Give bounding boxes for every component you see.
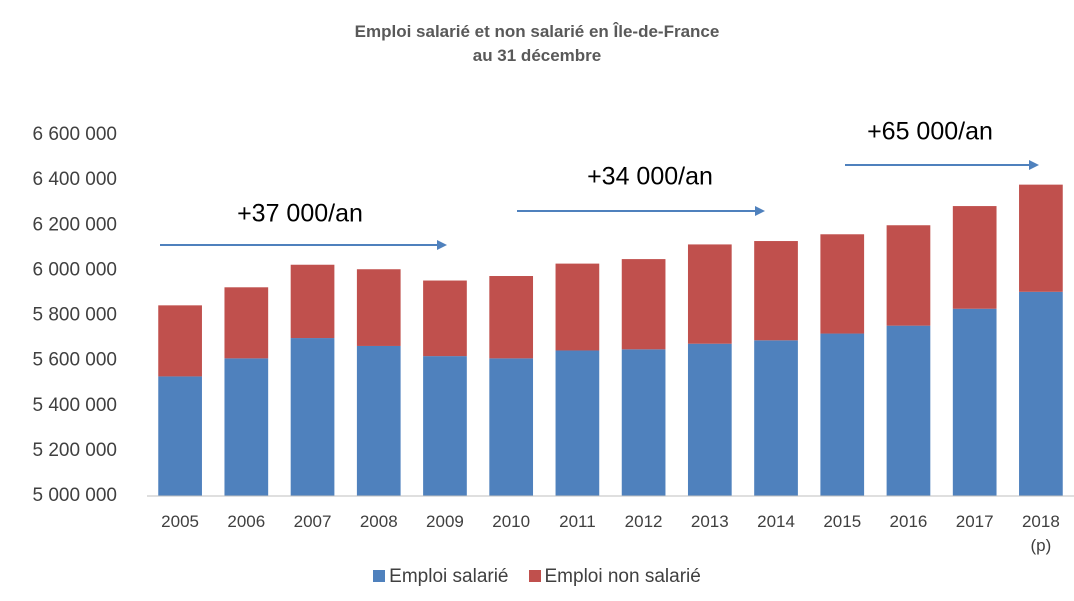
- x-tick-label: 2009: [426, 512, 464, 531]
- legend: Emploi salarié Emploi non salarié: [0, 566, 1074, 588]
- legend-label: Emploi salarié: [389, 566, 509, 587]
- x-tick-label: 2012: [624, 512, 663, 531]
- annotation: +65 000/an: [867, 118, 993, 146]
- y-tick-label: 5 200 000: [32, 440, 117, 461]
- y-tick-label: 6 200 000: [32, 214, 117, 235]
- bar-segment: [754, 241, 798, 341]
- x-tick-label: 2007: [293, 512, 332, 531]
- bar-segment: [290, 338, 335, 496]
- bar-segment: [489, 276, 534, 359]
- legend-swatch: [373, 570, 386, 582]
- bar-segment: [158, 376, 202, 496]
- y-tick-label: 5 400 000: [32, 395, 117, 416]
- bar-segment: [820, 234, 865, 334]
- bar-segment: [687, 343, 732, 496]
- legend-item: Emploi salarié: [373, 566, 509, 587]
- bar-segment: [754, 340, 798, 496]
- y-tick-label: 6 000 000: [32, 259, 117, 280]
- y-tick-label: 5 000 000: [32, 485, 117, 506]
- bar-segment: [489, 358, 534, 496]
- legend-swatch: [528, 570, 541, 582]
- x-tick-label: 2011: [559, 512, 596, 531]
- bar-segment: [555, 350, 600, 496]
- bar-segment: [224, 358, 269, 496]
- bar-segment: [886, 325, 931, 496]
- bar-segment: [621, 349, 666, 496]
- bar-segment: [820, 333, 865, 496]
- legend-item: Emploi non salarié: [528, 566, 701, 587]
- bar-segment: [356, 345, 401, 496]
- bar-segment: [952, 308, 997, 496]
- bar-segment: [290, 264, 335, 339]
- bar-segment: [886, 225, 931, 326]
- bar-segment: [1019, 291, 1063, 496]
- y-tick-label: 5 600 000: [32, 350, 117, 371]
- y-tick-label: 5 800 000: [32, 305, 117, 326]
- bar-segment: [224, 287, 269, 359]
- bar-segment: [423, 280, 467, 357]
- x-tick-label: 2013: [690, 512, 729, 531]
- x-tick-label: 2014: [757, 512, 795, 531]
- bar-segment: [687, 244, 732, 344]
- bar-segment: [1019, 184, 1063, 292]
- bar-segment: [356, 269, 401, 346]
- x-tick-label: 2010: [492, 512, 531, 531]
- bar-segment: [621, 259, 666, 350]
- x-tick-label: 2005: [161, 512, 199, 531]
- y-tick-label: 6 600 000: [32, 124, 117, 145]
- x-tick-label: 2008: [359, 512, 398, 531]
- x-tick-label: 2006: [227, 512, 266, 531]
- annotation: +34 000/an: [587, 163, 713, 191]
- x-tick-label: 2016: [889, 512, 928, 531]
- legend-label: Emploi non salarié: [544, 566, 701, 587]
- bar-segment: [158, 305, 202, 377]
- bar-segment: [423, 356, 467, 496]
- x-tick-label: 2018 (p): [1021, 512, 1060, 555]
- chart-title: Emploi salarié et non salarié en Île-de-…: [354, 22, 720, 65]
- y-tick-label: 6 400 000: [32, 169, 117, 190]
- bar-segment: [952, 206, 997, 309]
- bar-segment: [555, 263, 600, 351]
- x-tick-label: 2015: [823, 512, 862, 531]
- annotation: +37 000/an: [237, 200, 363, 228]
- x-tick-label: 2017: [955, 512, 994, 531]
